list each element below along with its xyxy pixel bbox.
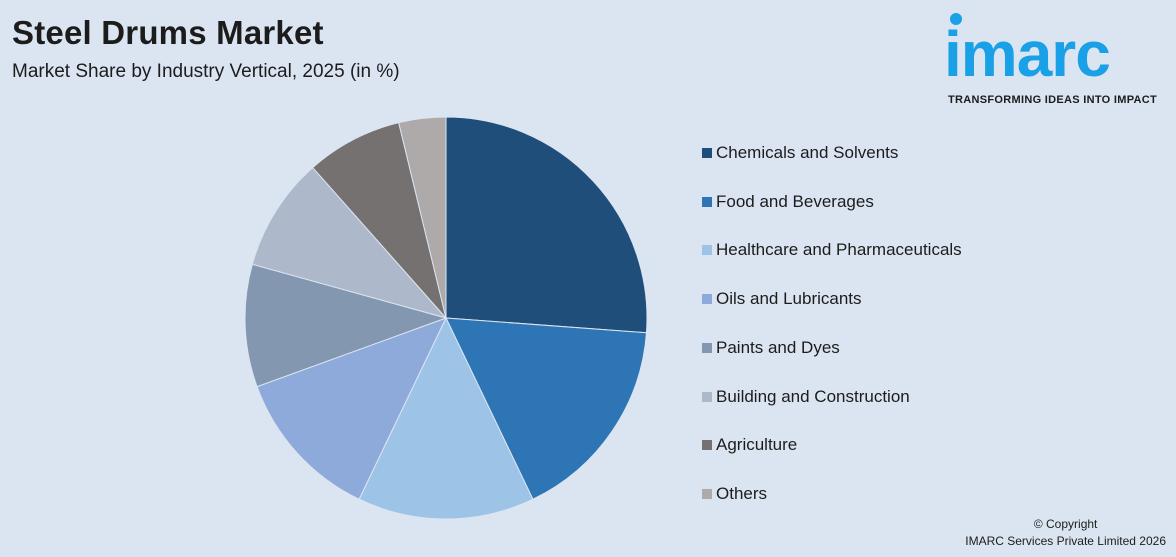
legend-label: Chemicals and Solvents [716, 143, 899, 162]
pie-slice-food-and-beverages [445, 317, 647, 500]
pie-slice-building-and-construction [251, 166, 448, 319]
legend-label: Paints and Dyes [716, 337, 840, 357]
pie-slice-chemicals-and-solvents [445, 116, 648, 334]
logo-wordmark: imarc [944, 18, 1111, 90]
legend-item: Paints and Dyes [702, 335, 840, 361]
pie-chart [244, 116, 648, 520]
pie-slice-paints-and-dyes [244, 263, 448, 388]
pie-slice-oils-and-lubricants [256, 317, 447, 500]
legend-label: Building and Construction [716, 386, 910, 406]
chart-title: Steel Drums Market [12, 14, 324, 51]
legend-item: Food and Beverages [702, 189, 874, 215]
legend-swatch [702, 196, 712, 207]
pie-slice-agriculture [311, 122, 447, 319]
legend-item: Agriculture [702, 432, 797, 458]
legend-label: Others [716, 483, 768, 503]
legend-item: Healthcare and Pharmaceuticals [702, 237, 962, 263]
legend-swatch [702, 391, 712, 402]
legend-label: Healthcare and Pharmaceuticals [716, 240, 962, 260]
pie-slice-healthcare-and-pharmaceuticals [358, 316, 534, 520]
legend-item: Oils and Lubricants [702, 286, 862, 312]
logo-tagline: TRANSFORMING IDEAS INTO IMPACT [948, 94, 1158, 106]
legend-swatch [702, 294, 712, 305]
legend-item: Building and Construction [702, 384, 910, 410]
copyright-line: © Copyright [1033, 517, 1098, 531]
chart-subtitle: Market Share by Industry Vertical, 2025 … [12, 61, 400, 82]
logo-dot-icon [950, 13, 962, 25]
legend-swatch [702, 245, 712, 256]
legend-item: Others [702, 481, 767, 507]
legend-swatch [702, 148, 712, 158]
legend-swatch [702, 488, 712, 499]
legend-label: Food and Beverages [716, 191, 874, 211]
legend-swatch [702, 440, 712, 451]
copyright-notice: © Copyright IMARC Services Private Limit… [965, 516, 1166, 550]
imarc-logo: imarc TRANSFORMING IDEAS INTO IMPACT [944, 12, 1170, 108]
pie-slice-others [398, 116, 447, 319]
legend-swatch [702, 342, 712, 353]
legend-item: Chemicals and Solvents [702, 140, 898, 166]
copyright-owner: IMARC Services Private Limited 2026 [965, 534, 1166, 548]
legend-label: Agriculture [716, 435, 798, 455]
legend-label: Oils and Lubricants [716, 289, 862, 309]
